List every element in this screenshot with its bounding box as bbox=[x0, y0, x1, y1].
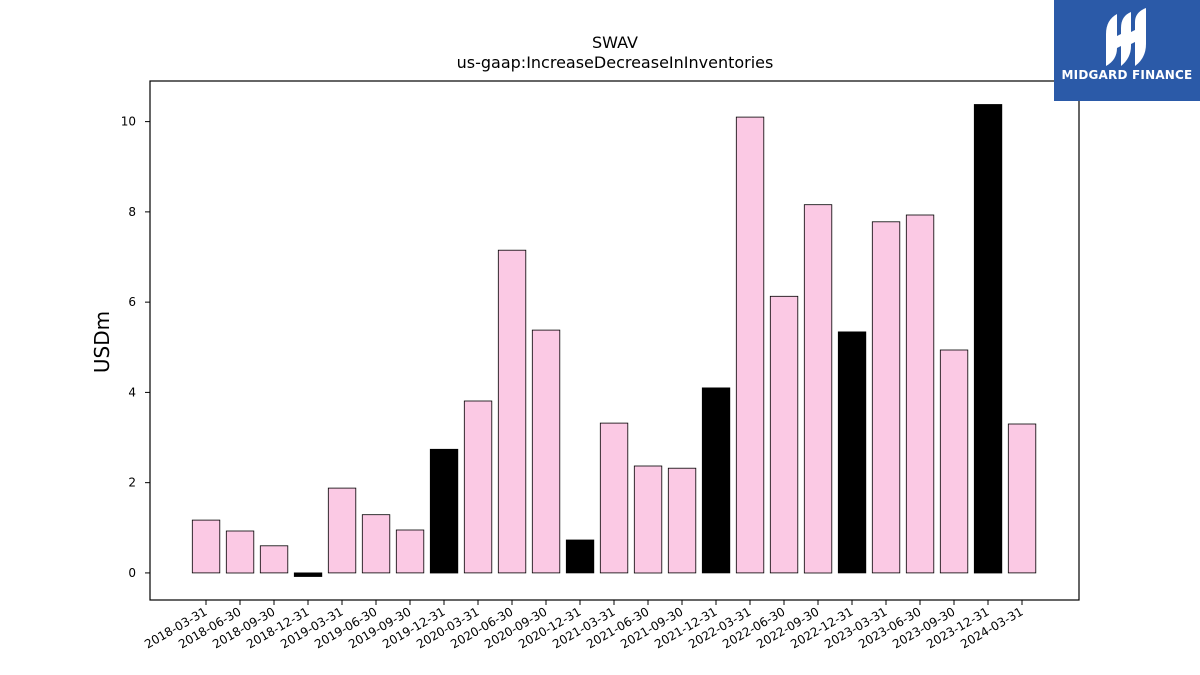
y-axis-label: USDm bbox=[90, 311, 114, 373]
bar-2018-09-30 bbox=[259, 545, 289, 574]
brand-logo: MIDGARD FINANCE bbox=[1054, 0, 1200, 101]
chart-subtitle: us-gaap:IncreaseDecreaseInInventories bbox=[457, 53, 774, 72]
bar-2021-09-30 bbox=[667, 467, 697, 574]
bar-2018-06-30 bbox=[225, 530, 255, 574]
bar-2022-12-31 bbox=[837, 331, 867, 574]
bar-2019-06-30 bbox=[361, 514, 391, 574]
bar-2020-03-31 bbox=[463, 400, 493, 574]
y-tick-label: 2 bbox=[128, 476, 136, 490]
bar-2022-03-31 bbox=[735, 116, 765, 574]
y-tick-label: 8 bbox=[128, 205, 136, 219]
bar-2020-12-31 bbox=[565, 539, 595, 574]
y-tick-label: 6 bbox=[128, 295, 136, 309]
bar-2023-09-30 bbox=[939, 349, 969, 574]
bar-2022-06-30 bbox=[769, 295, 799, 574]
plot-area-frame bbox=[149, 80, 1080, 601]
y-tick-label: 4 bbox=[128, 385, 136, 399]
bar-2018-03-31 bbox=[191, 519, 221, 574]
bar-2020-06-30 bbox=[497, 249, 527, 574]
bar-2019-12-31 bbox=[429, 448, 459, 574]
bar-2021-12-31 bbox=[701, 387, 731, 574]
bar-2018-12-31 bbox=[293, 572, 323, 577]
x-axis-ticks: 2018-03-312018-06-302018-09-302018-12-31… bbox=[142, 600, 1026, 651]
y-tick-label: 10 bbox=[121, 115, 136, 129]
bar-2024-03-31 bbox=[1007, 423, 1037, 574]
bar-2019-03-31 bbox=[327, 487, 357, 574]
midgard-mm-logo-icon bbox=[1106, 8, 1146, 66]
bar-2019-09-30 bbox=[395, 529, 425, 574]
chart-title: SWAV bbox=[592, 33, 638, 52]
bar-2023-06-30 bbox=[905, 214, 935, 574]
bars-group bbox=[191, 104, 1037, 577]
y-tick-label: 0 bbox=[128, 566, 136, 580]
brand-name: MIDGARD FINANCE bbox=[1061, 68, 1193, 82]
bar-2022-09-30 bbox=[803, 204, 833, 574]
bar-2021-03-31 bbox=[599, 422, 629, 574]
bar-2020-09-30 bbox=[531, 329, 561, 574]
y-axis-ticks: 0 2 4 6 8 10 bbox=[121, 115, 150, 580]
bar-2023-03-31 bbox=[871, 221, 901, 574]
bar-2021-06-30 bbox=[633, 465, 663, 574]
bar-2023-12-31 bbox=[973, 104, 1003, 574]
